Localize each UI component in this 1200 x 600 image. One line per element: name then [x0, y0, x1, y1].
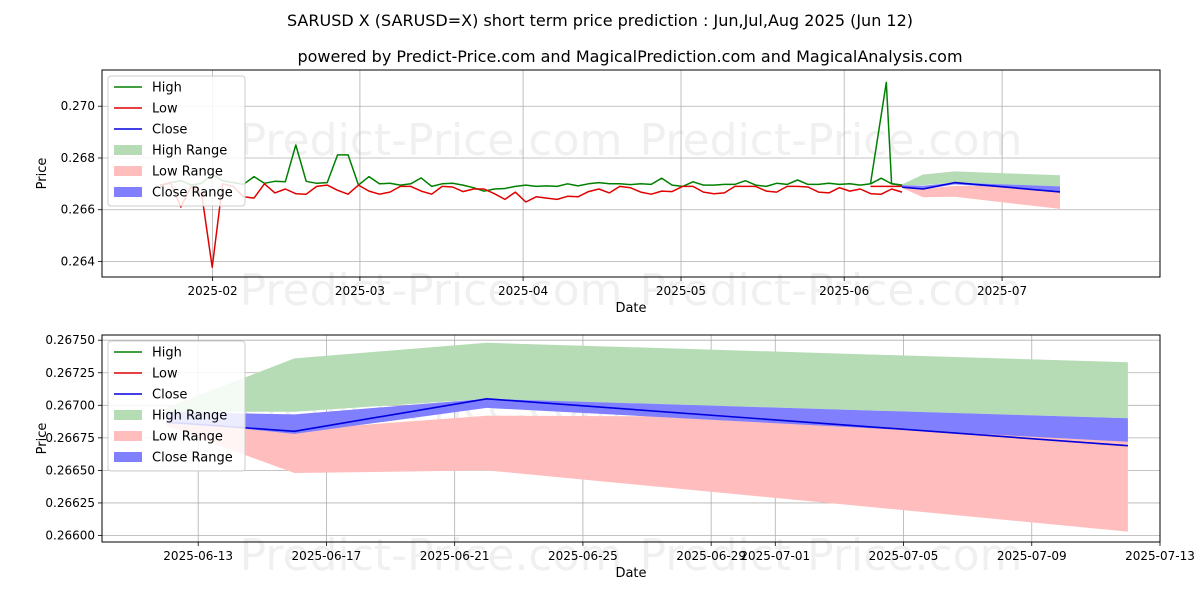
bottom-panel: Predict-Price.comPredict-Price.comPredic… — [35, 333, 1195, 581]
legend-swatch-low-range — [114, 166, 142, 176]
legend-label: High Range — [152, 144, 227, 159]
chart-subtitle: powered by Predict-Price.com and Magical… — [297, 47, 962, 66]
plot-frame — [101, 69, 1161, 278]
legend-swatch-close-range — [114, 187, 142, 197]
watermark: Predict-Price.com — [640, 115, 1023, 166]
x-tick-label: 2025-06 — [819, 284, 869, 298]
x-tick-label: 2025-07-09 — [997, 549, 1067, 563]
y-tick-label: 0.26625 — [45, 496, 95, 510]
x-tick-label: 2025-03 — [335, 284, 385, 298]
x-axis-label: Date — [615, 566, 646, 581]
y-tick-label: 0.270 — [61, 99, 95, 113]
legend-label: Close — [152, 388, 187, 403]
x-tick-label: 2025-07 — [977, 284, 1027, 298]
x-tick-label: 2025-06-29 — [676, 549, 746, 563]
legend-swatch-low-range — [114, 431, 142, 441]
low-series-line — [159, 181, 903, 268]
x-tick-label: 2025-06-21 — [420, 549, 490, 563]
x-tick-label: 2025-06-13 — [163, 549, 233, 563]
high-range-band — [902, 171, 1060, 187]
legend-label: Low Range — [152, 430, 223, 445]
x-tick-label: 2025-07-05 — [869, 549, 939, 563]
legend-label: High — [152, 81, 182, 96]
high-spike-line — [869, 81, 903, 186]
legend-box — [107, 75, 246, 207]
y-tick-label: 0.26700 — [45, 398, 95, 412]
x-tick-label: 2025-07-01 — [740, 549, 810, 563]
legend-label: High Range — [152, 409, 227, 424]
high-series-line — [159, 144, 903, 192]
y-tick-label: 0.26725 — [45, 366, 95, 380]
watermark: Predict-Price.com — [240, 115, 623, 166]
x-tick-label: 2025-04 — [498, 284, 548, 298]
watermark: Predict-Price.com — [240, 530, 623, 581]
y-axis-label: Price — [35, 423, 50, 455]
chart-title: SARUSD X (SARUSD=X) short term price pre… — [287, 11, 913, 30]
y-axis-label: Price — [35, 158, 50, 190]
legend-label: Close Range — [152, 451, 233, 466]
y-tick-label: 0.26650 — [45, 463, 95, 477]
high-range-band — [166, 342, 1128, 419]
x-tick-label: 2025-06-25 — [548, 549, 618, 563]
top-panel: Predict-Price.com Predict-Price.com Predic… — [35, 69, 1161, 316]
x-tick-label: 2025-06-17 — [292, 549, 362, 563]
plot-frame — [101, 334, 1161, 543]
legend-label: High — [152, 346, 182, 361]
x-axis-label: Date — [615, 301, 646, 316]
watermark: Predict-Price.com — [240, 265, 623, 316]
legend-label: Low Range — [152, 165, 223, 180]
legend-label: Close — [152, 123, 187, 138]
y-tick-label: 0.268 — [61, 151, 95, 165]
y-tick-label: 0.26675 — [45, 431, 95, 445]
legend-label: Low — [152, 367, 178, 382]
y-tick-label: 0.26750 — [45, 333, 95, 347]
low-range-band — [902, 185, 1060, 209]
x-tick-label: 2025-07-13 — [1125, 549, 1195, 563]
legend-box — [107, 340, 246, 472]
legend-label: Low — [152, 102, 178, 117]
legend-swatch-high-range — [114, 410, 142, 420]
y-tick-label: 0.26600 — [45, 528, 95, 542]
watermark: Predict-Price.com — [640, 265, 1023, 316]
close-range-band — [166, 398, 1128, 442]
low-range-band — [166, 415, 1128, 532]
close-series-line — [902, 181, 1061, 193]
y-tick-label: 0.266 — [61, 203, 95, 217]
x-tick-label: 2025-02 — [187, 284, 237, 298]
y-tick-label: 0.264 — [61, 254, 95, 268]
x-tick-label: 2025-05 — [656, 284, 706, 298]
legend-label: Close Range — [152, 186, 233, 201]
legend-swatch-close-range — [114, 452, 142, 462]
legend-swatch-high-range — [114, 145, 142, 155]
watermark: Predict-Price.com — [640, 530, 1023, 581]
